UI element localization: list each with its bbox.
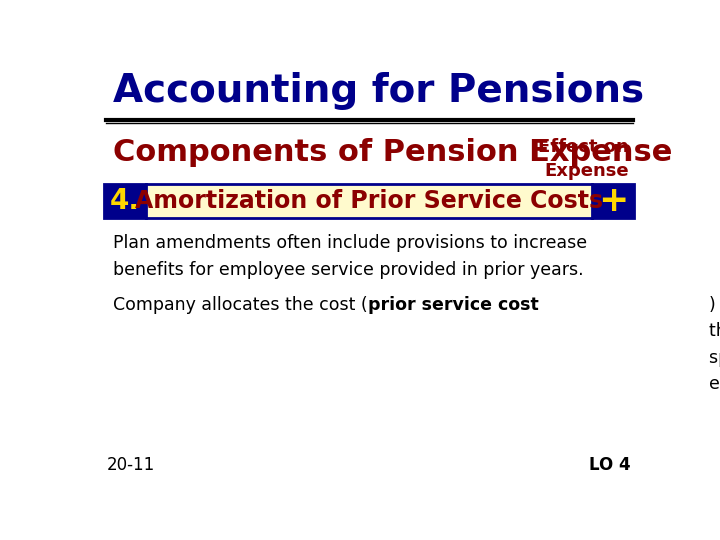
Text: Components of Pension Expense: Components of Pension Expense bbox=[113, 138, 672, 167]
Text: Company allocates the cost (: Company allocates the cost ( bbox=[113, 296, 368, 314]
Text: Accounting for Pensions: Accounting for Pensions bbox=[113, 72, 644, 111]
Text: Amortization of Prior Service Costs: Amortization of Prior Service Costs bbox=[135, 189, 603, 213]
Text: prior service cost: prior service cost bbox=[368, 296, 539, 314]
Text: +: + bbox=[598, 184, 629, 218]
FancyBboxPatch shape bbox=[145, 184, 593, 218]
Text: LO 4: LO 4 bbox=[590, 456, 631, 475]
Text: 4.: 4. bbox=[110, 187, 140, 215]
Text: ) of providing
these retroactive benefits to pension expense in the future,
spec: ) of providing these retroactive benefit… bbox=[709, 296, 720, 393]
FancyBboxPatch shape bbox=[104, 184, 145, 218]
FancyBboxPatch shape bbox=[593, 184, 634, 218]
Text: Plan amendments often include provisions to increase
benefits for employee servi: Plan amendments often include provisions… bbox=[113, 234, 588, 279]
Text: 20-11: 20-11 bbox=[107, 456, 156, 475]
Text: Effect on
Expense: Effect on Expense bbox=[538, 138, 629, 180]
